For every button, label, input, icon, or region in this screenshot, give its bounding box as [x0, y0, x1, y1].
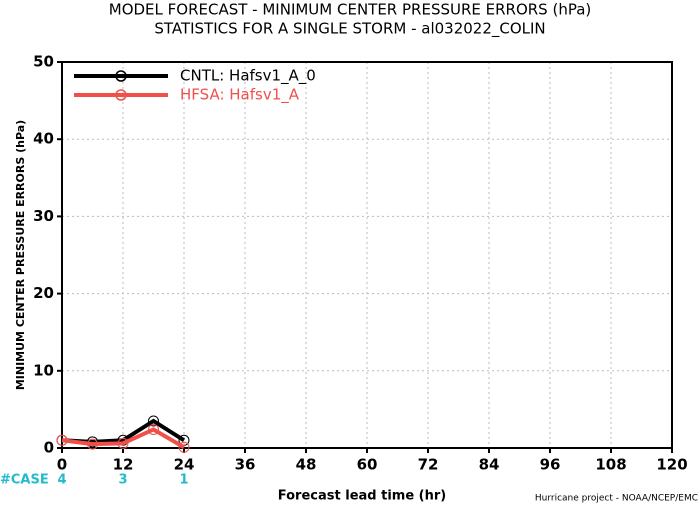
x-tick-label: 96 — [540, 456, 561, 474]
x-tick-label: 72 — [418, 456, 439, 474]
legend-marker — [115, 70, 127, 82]
data-point — [148, 415, 159, 427]
x-tick-label: 12 — [113, 456, 134, 474]
x-tick-label: 84 — [479, 456, 500, 474]
y-tick-label: 30 — [33, 207, 54, 225]
x-tick-label: 120 — [656, 456, 687, 474]
x-tick-label: 0 — [57, 456, 67, 474]
x-tick-label: 108 — [595, 456, 626, 474]
x-tick-label: 60 — [357, 456, 378, 474]
case-count: 3 — [118, 473, 127, 488]
data-point — [148, 423, 159, 435]
series-line — [61, 427, 186, 449]
x-tick-label: 36 — [235, 456, 256, 474]
cases-label: #CASE — [0, 473, 49, 488]
x-tick-label: 48 — [296, 456, 317, 474]
y-tick-label: 20 — [33, 284, 54, 302]
chart-subtitle: STATISTICS FOR A SINGLE STORM - al032022… — [154, 20, 545, 39]
x-axis-label: Forecast lead time (hr) — [278, 489, 446, 504]
legend-label: CNTL: Hafsv1_A_0 — [180, 67, 316, 86]
case-count: 1 — [179, 473, 188, 488]
plot-frame — [61, 61, 673, 449]
case-count: 4 — [57, 473, 66, 488]
y-axis-label: MINIMUM CENTER PRESSURE ERRORS (hPa) — [14, 120, 27, 390]
legend-label: HFSA: Hafsv1_A — [180, 86, 300, 105]
chart-title: MODEL FORECAST - MINIMUM CENTER PRESSURE… — [109, 1, 592, 19]
y-tick-label: 40 — [33, 130, 54, 148]
data-point — [56, 434, 68, 446]
y-tick-label: 0 — [44, 439, 54, 457]
legend-marker — [115, 89, 127, 101]
data-point — [178, 441, 190, 453]
footnote: Hurricane project - NOAA/NCEP/EMC — [535, 494, 698, 504]
y-tick-label: 10 — [33, 361, 54, 379]
x-tick-label: 24 — [174, 456, 195, 474]
data-point — [87, 438, 98, 450]
data-point — [117, 437, 129, 449]
y-tick-label: 50 — [33, 53, 54, 71]
